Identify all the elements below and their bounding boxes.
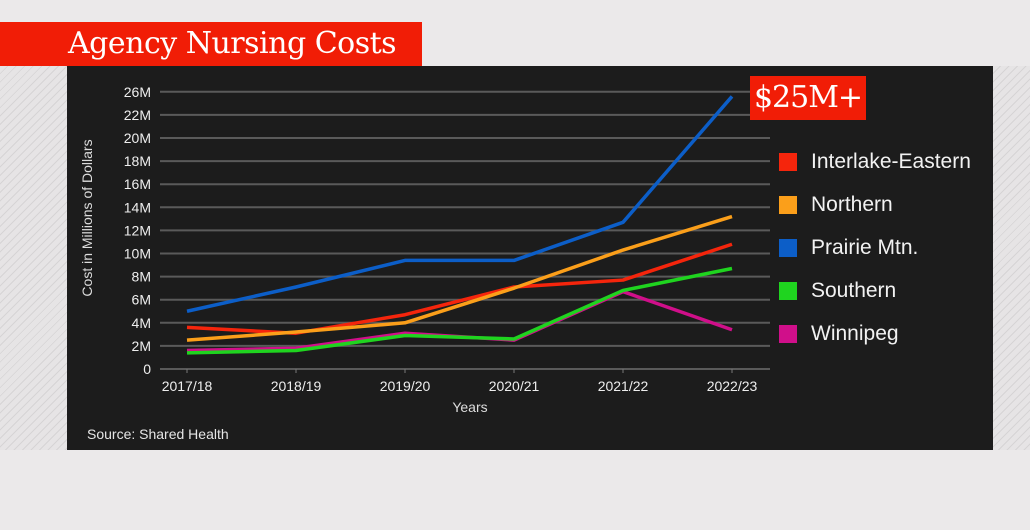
legend-label: Winnipeg bbox=[811, 321, 899, 345]
legend-item: Southern bbox=[779, 269, 971, 312]
legend-swatch bbox=[779, 195, 797, 214]
legend-swatch bbox=[779, 281, 797, 300]
legend-label: Prairie Mtn. bbox=[811, 235, 919, 259]
legend-item: Northern bbox=[779, 183, 971, 226]
legend-label: Southern bbox=[811, 278, 897, 302]
y-axis-label: Cost in Millions of Dollars bbox=[79, 139, 95, 296]
y-tick-label: 8M bbox=[132, 269, 151, 285]
y-tick-label: 22M bbox=[124, 107, 151, 123]
page-title: Agency Nursing Costs bbox=[0, 22, 422, 66]
total-badge: $25M+ bbox=[750, 76, 866, 120]
x-tick-label: 2021/22 bbox=[598, 378, 649, 394]
legend: Interlake-Eastern Northern Prairie Mtn. Sou… bbox=[779, 140, 971, 355]
legend-item: Winnipeg bbox=[779, 312, 971, 355]
legend-item: Interlake-Eastern bbox=[779, 140, 971, 183]
x-tick-label: 2019/20 bbox=[380, 378, 431, 394]
legend-swatch bbox=[779, 238, 797, 257]
legend-label: Interlake-Eastern bbox=[811, 149, 971, 173]
series-line-interlake-eastern bbox=[186, 242, 733, 335]
legend-label: Northern bbox=[811, 192, 893, 216]
x-tick-label: 2018/19 bbox=[271, 378, 322, 394]
y-tick-label: 12M bbox=[124, 222, 151, 238]
y-tick-label: 20M bbox=[124, 130, 151, 146]
y-tick-label: 2M bbox=[132, 338, 151, 354]
x-tick-label: 2017/18 bbox=[162, 378, 213, 394]
y-tick-label: 26M bbox=[124, 84, 151, 100]
series-line-southern bbox=[186, 266, 733, 355]
series-line-prairie-mtn- bbox=[186, 95, 734, 313]
x-tick-label: 2020/21 bbox=[489, 378, 540, 394]
y-tick-label: 18M bbox=[124, 153, 151, 169]
legend-swatch bbox=[779, 324, 797, 343]
series-line-northern bbox=[186, 214, 733, 342]
chart-panel bbox=[67, 66, 993, 450]
y-tick-label: 0 bbox=[143, 361, 151, 377]
x-axis-label: Years bbox=[452, 399, 487, 415]
x-tick-label: 2022/23 bbox=[707, 378, 758, 394]
y-tick-label: 4M bbox=[132, 315, 151, 331]
y-tick-label: 6M bbox=[132, 292, 151, 308]
y-tick-label: 16M bbox=[124, 176, 151, 192]
legend-swatch bbox=[779, 152, 797, 171]
y-tick-label: 14M bbox=[124, 199, 151, 215]
source-note: Source: Shared Health bbox=[87, 426, 229, 442]
y-tick-label: 10M bbox=[124, 246, 151, 262]
legend-item: Prairie Mtn. bbox=[779, 226, 971, 269]
